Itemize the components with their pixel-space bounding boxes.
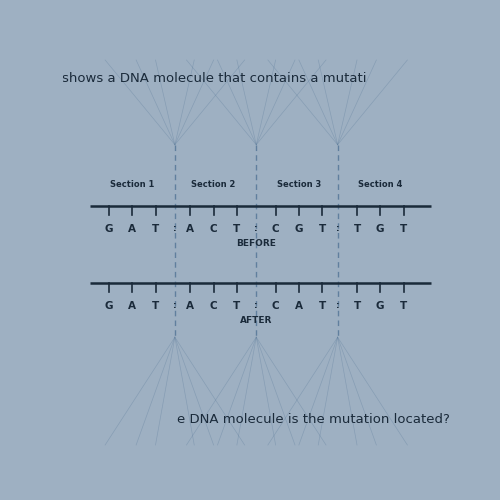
Text: AFTER: AFTER xyxy=(240,316,272,325)
Text: T: T xyxy=(354,300,360,310)
Text: e DNA molecule is the mutation located?: e DNA molecule is the mutation located? xyxy=(177,413,450,426)
Text: G: G xyxy=(105,300,113,310)
Text: :: : xyxy=(173,300,176,310)
Text: :: : xyxy=(254,300,258,310)
Text: C: C xyxy=(272,300,280,310)
Text: T: T xyxy=(400,300,407,310)
Text: G: G xyxy=(376,300,384,310)
Text: A: A xyxy=(186,300,194,310)
Text: A: A xyxy=(295,300,303,310)
Text: BEFORE: BEFORE xyxy=(236,239,276,248)
Text: G: G xyxy=(294,224,303,234)
Text: :: : xyxy=(336,224,340,232)
Text: T: T xyxy=(318,224,326,234)
Text: T: T xyxy=(400,224,407,234)
Text: T: T xyxy=(233,300,240,310)
Text: T: T xyxy=(318,300,326,310)
Text: :: : xyxy=(254,224,258,232)
Text: A: A xyxy=(128,300,136,310)
Text: A: A xyxy=(128,224,136,234)
Text: T: T xyxy=(152,224,159,234)
Text: :: : xyxy=(173,224,176,232)
Text: T: T xyxy=(152,300,159,310)
Text: Section 4: Section 4 xyxy=(358,180,403,189)
Text: T: T xyxy=(233,224,240,234)
Text: Section 3: Section 3 xyxy=(277,180,321,189)
Text: C: C xyxy=(210,300,218,310)
Text: shows a DNA molecule that contains a mutati: shows a DNA molecule that contains a mut… xyxy=(62,72,367,85)
Text: C: C xyxy=(272,224,280,234)
Text: G: G xyxy=(105,224,113,234)
Text: Section 2: Section 2 xyxy=(192,180,236,189)
Text: G: G xyxy=(376,224,384,234)
Text: A: A xyxy=(186,224,194,234)
Text: T: T xyxy=(354,224,360,234)
Text: :: : xyxy=(336,300,340,310)
Text: C: C xyxy=(210,224,218,234)
Text: Section 1: Section 1 xyxy=(110,180,154,189)
